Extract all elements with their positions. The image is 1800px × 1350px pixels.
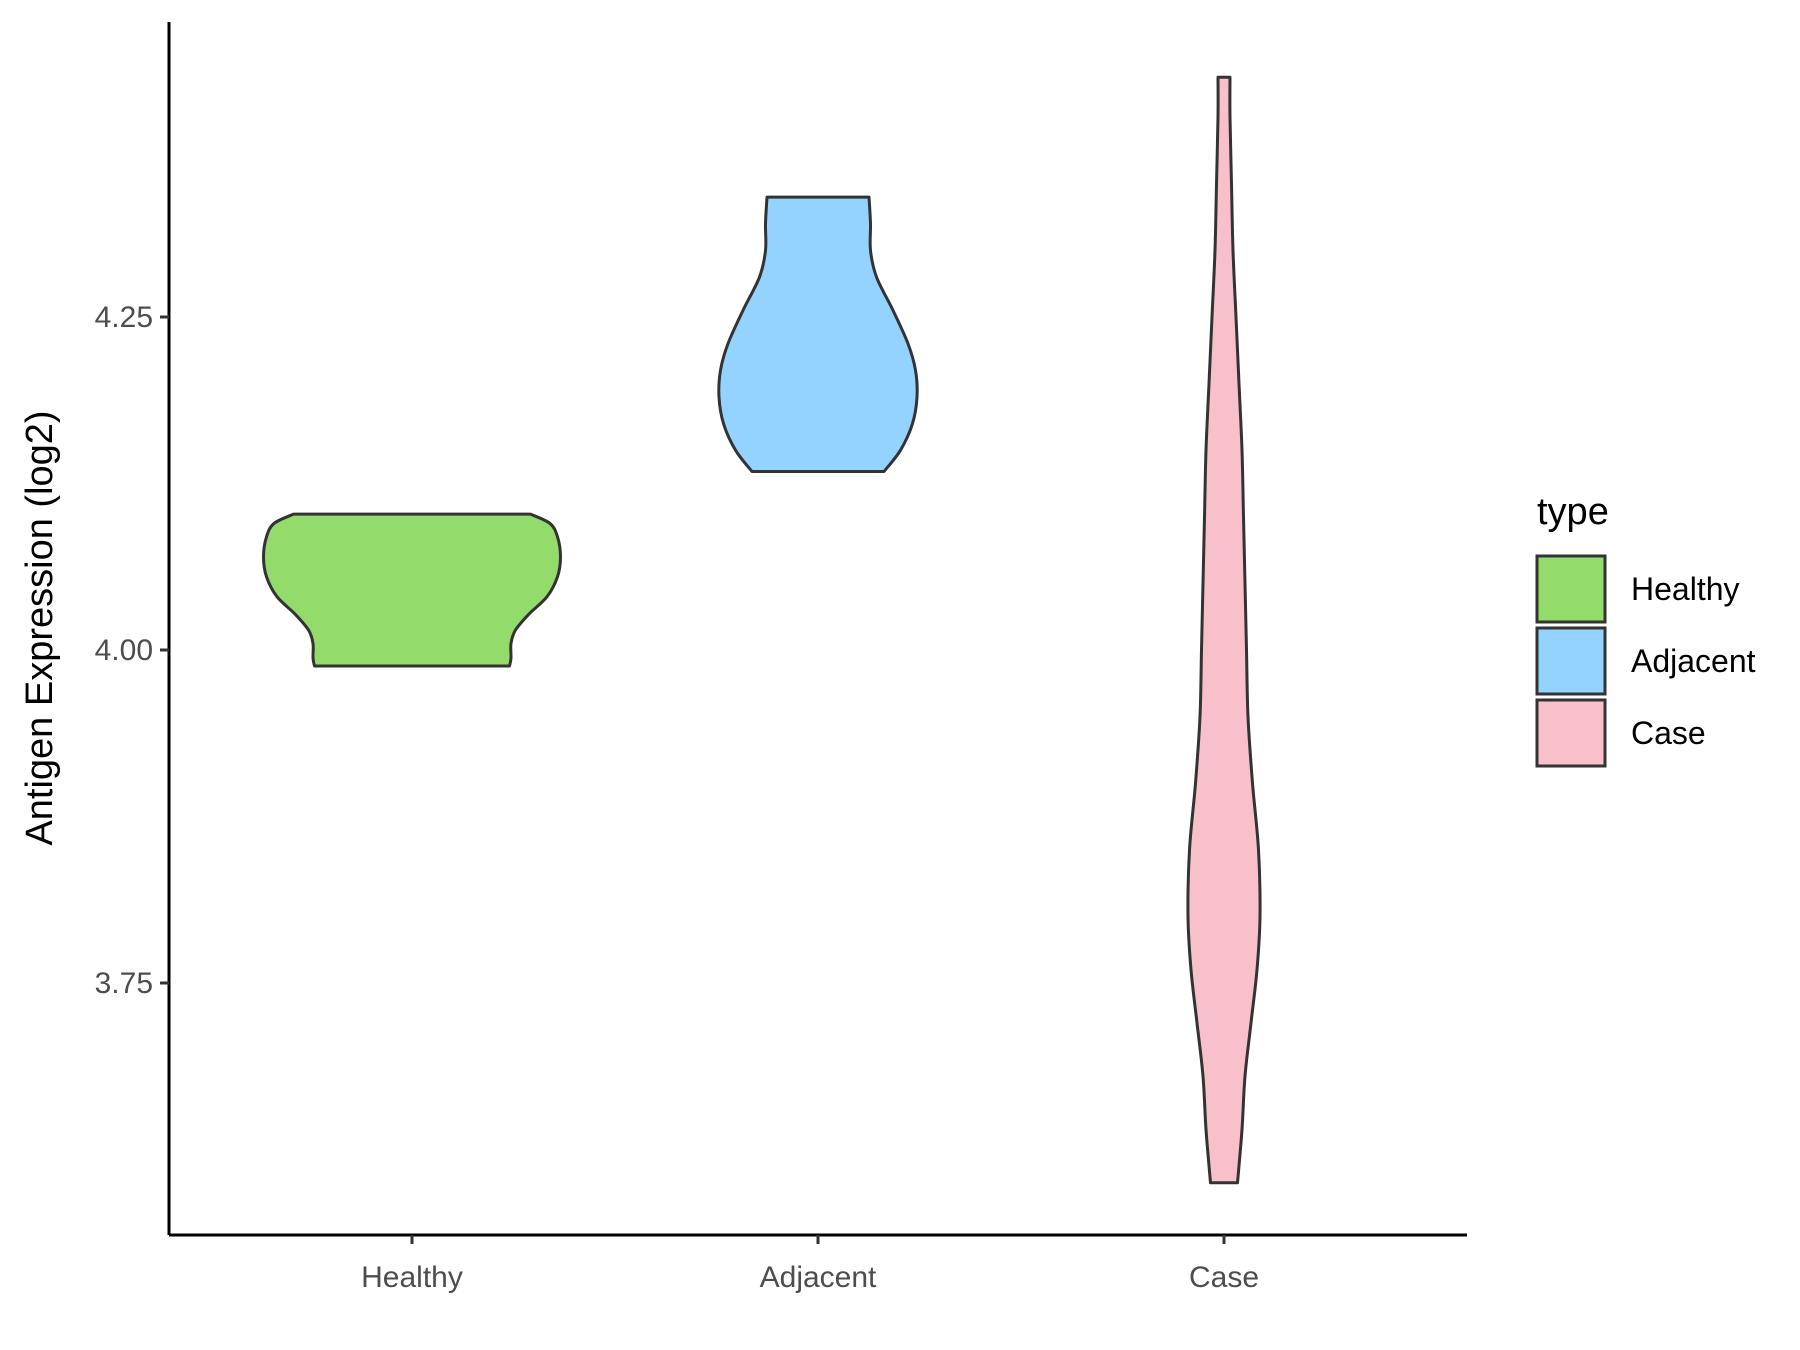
legend-label-healthy: Healthy [1631, 571, 1740, 607]
legend-key-adjacent [1535, 626, 1607, 696]
legend-label-case: Case [1631, 715, 1706, 751]
x-tick-label: Healthy [361, 1261, 463, 1294]
y-tick-label: 4.25 [95, 301, 153, 334]
y-tick-label: 3.75 [95, 967, 153, 1000]
legend-title: type [1537, 491, 1609, 533]
legend-key-case [1535, 698, 1607, 768]
y-tick-label: 4.00 [95, 634, 153, 667]
y-axis-title: Antigen Expression (log2) [19, 410, 61, 845]
y-axis-ticks: 3.75 4.00 4.25 [95, 301, 169, 1000]
x-tick-label: Adjacent [760, 1261, 877, 1294]
legend-key-healthy [1535, 554, 1607, 624]
legend-label-adjacent: Adjacent [1631, 643, 1756, 679]
violin-healthy [262, 512, 562, 668]
x-tick-label: Case [1189, 1261, 1259, 1294]
x-axis-ticks: Healthy Adjacent Case [361, 1235, 1259, 1294]
violin-adjacent [717, 195, 919, 474]
violin-group [262, 75, 1262, 1185]
legend: type Healthy Adjacent Case [1535, 491, 1756, 768]
violin-case [1186, 75, 1262, 1185]
